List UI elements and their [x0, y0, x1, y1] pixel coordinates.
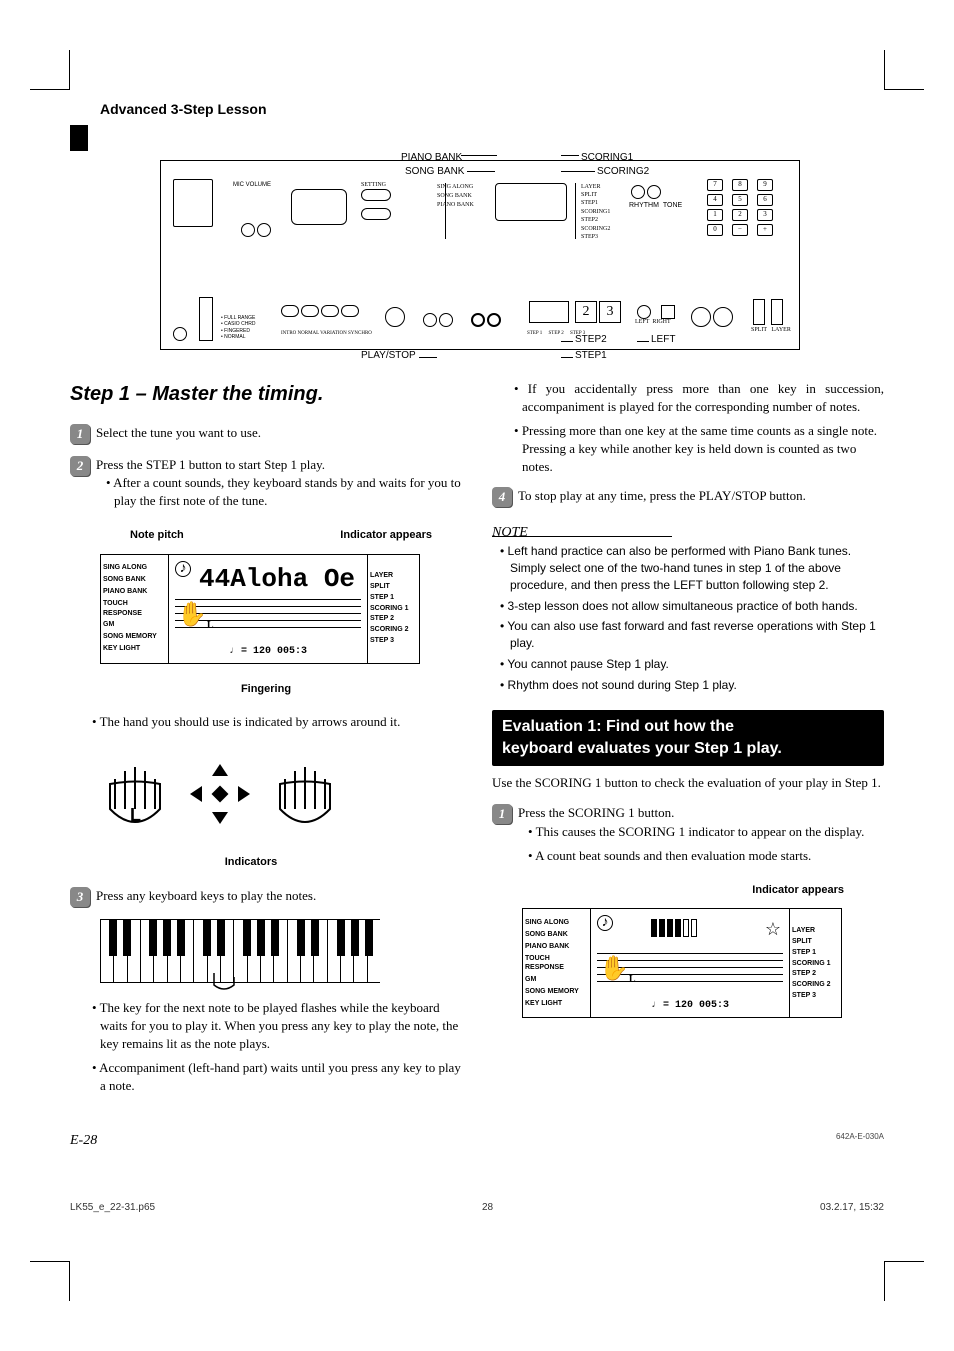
hand-indicator-figure: L: [100, 739, 360, 849]
crop-mark: [884, 1261, 924, 1301]
step-2-text: Press the STEP 1 button to start Step 1 …: [96, 456, 462, 474]
callout-step1: STEP1: [575, 349, 607, 363]
callout-play-stop: PLAY/STOP: [361, 349, 416, 363]
fig1-caption-left: Note pitch: [130, 528, 184, 543]
fig1-caption-below: Fingering: [70, 682, 462, 697]
note-item: You can also use fast forward and fast r…: [510, 618, 884, 652]
doc-code: 642A-E-030A: [836, 1131, 884, 1151]
section-title: Step 1 – Master the timing.: [70, 380, 462, 408]
hand-press-icon: [210, 971, 240, 995]
eval-step-badge-1: 1: [492, 804, 512, 824]
chapter-header: Advanced 3-Step Lesson: [100, 100, 884, 120]
footer-pagenum: 28: [482, 1201, 493, 1215]
svg-text:L: L: [130, 805, 141, 825]
hand-caption: Indicators: [40, 855, 462, 870]
step-badge-3: 3: [70, 887, 90, 907]
rhythm-label: RHYTHM: [629, 202, 659, 209]
callout-step2: STEP2: [575, 333, 607, 347]
eval-step-1b: A count beat sounds and then evaluation …: [536, 847, 884, 865]
step-2a-text: After a count sounds, they keyboard stan…: [114, 474, 462, 510]
step-badge-2: 2: [70, 456, 90, 476]
eval-fig-caption: Indicator appears: [492, 883, 844, 898]
footer-timestamp: 03.2.17, 15:32: [820, 1201, 884, 1215]
fig1-caption-right: Indicator appears: [340, 528, 432, 543]
hand-indicator-text: The hand you should use is indicated by …: [100, 713, 462, 731]
step-badge-4: 4: [492, 487, 512, 507]
crop-mark: [30, 50, 70, 90]
step-3b-text: Accompaniment (left-hand part) waits unt…: [100, 1059, 462, 1095]
right-bullet-b: Pressing more than one key at the same t…: [522, 422, 884, 477]
left-column: Step 1 – Master the timing. 1 Select the…: [70, 380, 462, 1102]
page-tab-marker: [70, 125, 88, 151]
note-item: You cannot pause Step 1 play.: [510, 656, 884, 673]
step-1-text: Select the tune you want to use.: [96, 424, 462, 442]
page-number: E-28: [70, 1131, 97, 1151]
evaluation-heading: Evaluation 1: Find out how the keyboard …: [492, 710, 884, 767]
step-3a-text: The key for the next note to be played f…: [100, 999, 462, 1054]
callout-scoring2: SCORING2: [597, 165, 649, 179]
note-list: Left hand practice can also be performed…: [492, 543, 884, 693]
tone-label: TONE: [663, 202, 682, 209]
note-item: 3-step lesson does not allow simultaneou…: [510, 598, 884, 615]
keyboard-panel-diagram: PIANO BANK SONG BANK SCORING1 SCORING2 M…: [160, 160, 800, 350]
piano-keyboard-figure: [100, 919, 380, 983]
note-label: NOTE: [492, 525, 528, 540]
lcd-display-figure-2: SING ALONGSONG BANKPIANO BANK TOUCH RESP…: [522, 908, 842, 1018]
callout-scoring1: SCORING1: [581, 151, 633, 165]
step-4-text: To stop play at any time, press the PLAY…: [518, 487, 884, 505]
step-3-text: Press any keyboard keys to play the note…: [96, 887, 462, 905]
right-column: If you accidentally press more than one …: [492, 380, 884, 1102]
eval-intro: Use the SCORING 1 button to check the ev…: [492, 774, 884, 792]
right-bullet-a: If you accidentally press more than one …: [522, 380, 884, 416]
note-item: Left hand practice can also be performed…: [510, 543, 884, 593]
note-item: Rhythm does not sound during Step 1 play…: [510, 677, 884, 694]
footer-file: LK55_e_22-31.p65: [70, 1201, 155, 1215]
callout-song-bank: SONG BANK: [405, 165, 464, 179]
callout-piano-bank: PIANO BANK: [401, 151, 462, 165]
crop-mark: [884, 50, 924, 90]
eval-step-1: Press the SCORING 1 button.: [518, 804, 884, 822]
eval-step-1a: This causes the SCORING 1 indicator to a…: [536, 823, 884, 841]
crop-mark: [30, 1261, 70, 1301]
callout-left: LEFT: [651, 333, 675, 347]
lcd-display-figure-1: SING ALONGSONG BANKPIANO BANK TOUCH RESP…: [100, 554, 420, 664]
step-badge-1: 1: [70, 424, 90, 444]
